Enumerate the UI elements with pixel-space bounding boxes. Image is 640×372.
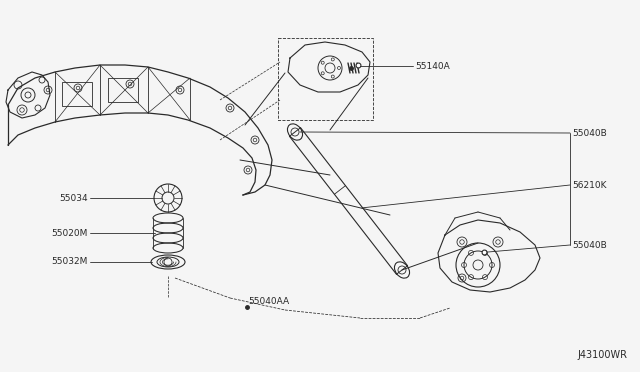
Text: 55040B: 55040B	[572, 128, 607, 138]
Text: 55040AA: 55040AA	[248, 298, 289, 307]
Text: 55040B: 55040B	[572, 241, 607, 250]
Bar	[108, 78, 138, 102]
Text: 56210K: 56210K	[572, 180, 607, 189]
Bar	[62, 82, 92, 106]
Text: 55034: 55034	[60, 193, 88, 202]
Bar	[278, 38, 373, 120]
Text: 55032M: 55032M	[52, 257, 88, 266]
Text: J43100WR: J43100WR	[577, 350, 627, 360]
Text: 55140A: 55140A	[415, 61, 450, 71]
Text: 55020M: 55020M	[52, 228, 88, 237]
